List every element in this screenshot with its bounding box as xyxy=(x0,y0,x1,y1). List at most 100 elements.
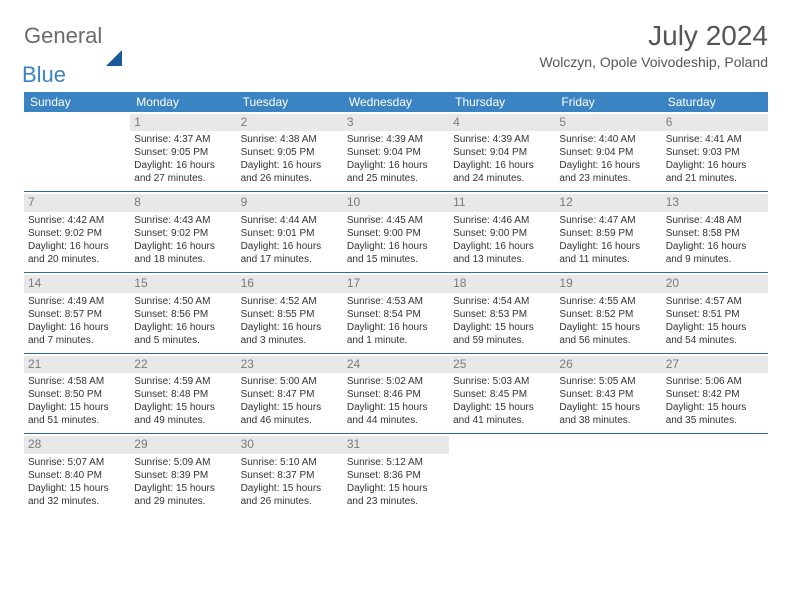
calendar-day-cell: 22Sunrise: 4:59 AMSunset: 8:48 PMDayligh… xyxy=(130,353,236,434)
location-text: Wolczyn, Opole Voivodeship, Poland xyxy=(539,54,768,70)
brand-logo: General Blue xyxy=(24,20,122,86)
daylight-line: Daylight: 15 hours and 51 minutes. xyxy=(28,401,126,427)
brand-word-blue: Blue xyxy=(22,65,102,86)
day-number: 28 xyxy=(24,436,130,454)
sunrise-line: Sunrise: 5:09 AM xyxy=(134,456,232,469)
daylight-line: Daylight: 16 hours and 11 minutes. xyxy=(559,240,657,266)
sunset-line: Sunset: 8:45 PM xyxy=(453,388,551,401)
calendar-table: Sunday Monday Tuesday Wednesday Thursday… xyxy=(24,92,768,514)
sunset-line: Sunset: 8:43 PM xyxy=(559,388,657,401)
sunrise-line: Sunrise: 4:57 AM xyxy=(666,295,764,308)
calendar-week-row: 14Sunrise: 4:49 AMSunset: 8:57 PMDayligh… xyxy=(24,272,768,353)
sunrise-line: Sunrise: 5:12 AM xyxy=(347,456,445,469)
calendar-day-cell: 25Sunrise: 5:03 AMSunset: 8:45 PMDayligh… xyxy=(449,353,555,434)
calendar-day-cell: 16Sunrise: 4:52 AMSunset: 8:55 PMDayligh… xyxy=(237,272,343,353)
day-number: 26 xyxy=(555,356,661,374)
sunset-line: Sunset: 8:48 PM xyxy=(134,388,232,401)
daylight-line: Daylight: 15 hours and 49 minutes. xyxy=(134,401,232,427)
day-number: 20 xyxy=(662,275,768,293)
sunrise-line: Sunrise: 4:52 AM xyxy=(241,295,339,308)
daylight-line: Daylight: 16 hours and 20 minutes. xyxy=(28,240,126,266)
day-number: 6 xyxy=(662,114,768,132)
calendar-day-cell xyxy=(662,434,768,514)
sunrise-line: Sunrise: 4:37 AM xyxy=(134,133,232,146)
weekday-header: Saturday xyxy=(662,92,768,112)
weekday-header: Friday xyxy=(555,92,661,112)
sunrise-line: Sunrise: 4:40 AM xyxy=(559,133,657,146)
calendar-day-cell: 15Sunrise: 4:50 AMSunset: 8:56 PMDayligh… xyxy=(130,272,236,353)
calendar-day-cell: 18Sunrise: 4:54 AMSunset: 8:53 PMDayligh… xyxy=(449,272,555,353)
sunrise-line: Sunrise: 4:55 AM xyxy=(559,295,657,308)
daylight-line: Daylight: 16 hours and 1 minute. xyxy=(347,321,445,347)
sunset-line: Sunset: 8:58 PM xyxy=(666,227,764,240)
sunset-line: Sunset: 8:52 PM xyxy=(559,308,657,321)
sunrise-line: Sunrise: 4:39 AM xyxy=(453,133,551,146)
sunrise-line: Sunrise: 4:43 AM xyxy=(134,214,232,227)
day-number: 2 xyxy=(237,114,343,132)
sunrise-line: Sunrise: 4:42 AM xyxy=(28,214,126,227)
day-number: 11 xyxy=(449,194,555,212)
sunrise-line: Sunrise: 4:44 AM xyxy=(241,214,339,227)
day-number: 31 xyxy=(343,436,449,454)
calendar-day-cell: 26Sunrise: 5:05 AMSunset: 8:43 PMDayligh… xyxy=(555,353,661,434)
sunrise-line: Sunrise: 5:07 AM xyxy=(28,456,126,469)
calendar-day-cell: 2Sunrise: 4:38 AMSunset: 9:05 PMDaylight… xyxy=(237,112,343,192)
calendar-day-cell: 10Sunrise: 4:45 AMSunset: 9:00 PMDayligh… xyxy=(343,192,449,273)
day-number: 15 xyxy=(130,275,236,293)
sunrise-line: Sunrise: 4:53 AM xyxy=(347,295,445,308)
day-number: 30 xyxy=(237,436,343,454)
sunrise-line: Sunrise: 4:38 AM xyxy=(241,133,339,146)
calendar-day-cell: 24Sunrise: 5:02 AMSunset: 8:46 PMDayligh… xyxy=(343,353,449,434)
calendar-day-cell: 17 Sunrise: 4:53 AMSunset: 8:54 PMDayligh… xyxy=(343,272,449,353)
sunset-line: Sunset: 9:04 PM xyxy=(453,146,551,159)
sunrise-line: Sunrise: 4:39 AM xyxy=(347,133,445,146)
daylight-line: Daylight: 16 hours and 7 minutes. xyxy=(28,321,126,347)
calendar-day-cell: 7 Sunrise: 4:42 AMSunset: 9:02 PMDaylight… xyxy=(24,192,130,273)
sunset-line: Sunset: 8:54 PM xyxy=(347,308,445,321)
sail-icon xyxy=(106,50,122,66)
day-number: 16 xyxy=(237,275,343,293)
sunset-line: Sunset: 9:01 PM xyxy=(241,227,339,240)
daylight-line: Daylight: 15 hours and 41 minutes. xyxy=(453,401,551,427)
sunrise-line: Sunrise: 4:54 AM xyxy=(453,295,551,308)
sunset-line: Sunset: 9:05 PM xyxy=(134,146,232,159)
sunrise-line: Sunrise: 4:47 AM xyxy=(559,214,657,227)
day-number: 19 xyxy=(555,275,661,293)
sunset-line: Sunset: 9:04 PM xyxy=(347,146,445,159)
day-number: 4 xyxy=(449,114,555,132)
daylight-line: Daylight: 16 hours and 25 minutes. xyxy=(347,159,445,185)
calendar-day-cell xyxy=(555,434,661,514)
day-number: 10 xyxy=(343,194,449,212)
sunset-line: Sunset: 8:56 PM xyxy=(134,308,232,321)
day-number: 27 xyxy=(662,356,768,374)
weekday-header: Sunday xyxy=(24,92,130,112)
sunset-line: Sunset: 8:39 PM xyxy=(134,469,232,482)
sunset-line: Sunset: 8:47 PM xyxy=(241,388,339,401)
brand-word-general: General xyxy=(24,26,102,47)
sunset-line: Sunset: 9:02 PM xyxy=(28,227,126,240)
daylight-line: Daylight: 15 hours and 59 minutes. xyxy=(453,321,551,347)
day-number: 14 xyxy=(24,275,130,293)
sunset-line: Sunset: 9:03 PM xyxy=(666,146,764,159)
sunset-line: Sunset: 8:55 PM xyxy=(241,308,339,321)
calendar-day-cell: 23Sunrise: 5:00 AMSunset: 8:47 PMDayligh… xyxy=(237,353,343,434)
calendar-day-cell: 9Sunrise: 4:44 AMSunset: 9:01 PMDaylight… xyxy=(237,192,343,273)
day-number: 24 xyxy=(343,356,449,374)
page-header: General Blue July 2024 Wolczyn, Opole Vo… xyxy=(24,20,768,86)
sunrise-line: Sunrise: 4:50 AM xyxy=(134,295,232,308)
sunrise-line: Sunrise: 4:46 AM xyxy=(453,214,551,227)
daylight-line: Daylight: 15 hours and 38 minutes. xyxy=(559,401,657,427)
daylight-line: Daylight: 15 hours and 54 minutes. xyxy=(666,321,764,347)
daylight-line: Daylight: 16 hours and 9 minutes. xyxy=(666,240,764,266)
calendar-day-cell: 13Sunrise: 4:48 AMSunset: 8:58 PMDayligh… xyxy=(662,192,768,273)
day-number: 23 xyxy=(237,356,343,374)
calendar-week-row: 28Sunrise: 5:07 AMSunset: 8:40 PMDayligh… xyxy=(24,434,768,514)
sunrise-line: Sunrise: 4:49 AM xyxy=(28,295,126,308)
calendar-day-cell: 27Sunrise: 5:06 AMSunset: 8:42 PMDayligh… xyxy=(662,353,768,434)
sunrise-line: Sunrise: 4:41 AM xyxy=(666,133,764,146)
calendar-day-cell: 30Sunrise: 5:10 AMSunset: 8:37 PMDayligh… xyxy=(237,434,343,514)
day-number: 17 xyxy=(343,275,449,293)
day-number: 7 xyxy=(24,194,130,212)
day-number: 21 xyxy=(24,356,130,374)
sunrise-line: Sunrise: 5:06 AM xyxy=(666,375,764,388)
